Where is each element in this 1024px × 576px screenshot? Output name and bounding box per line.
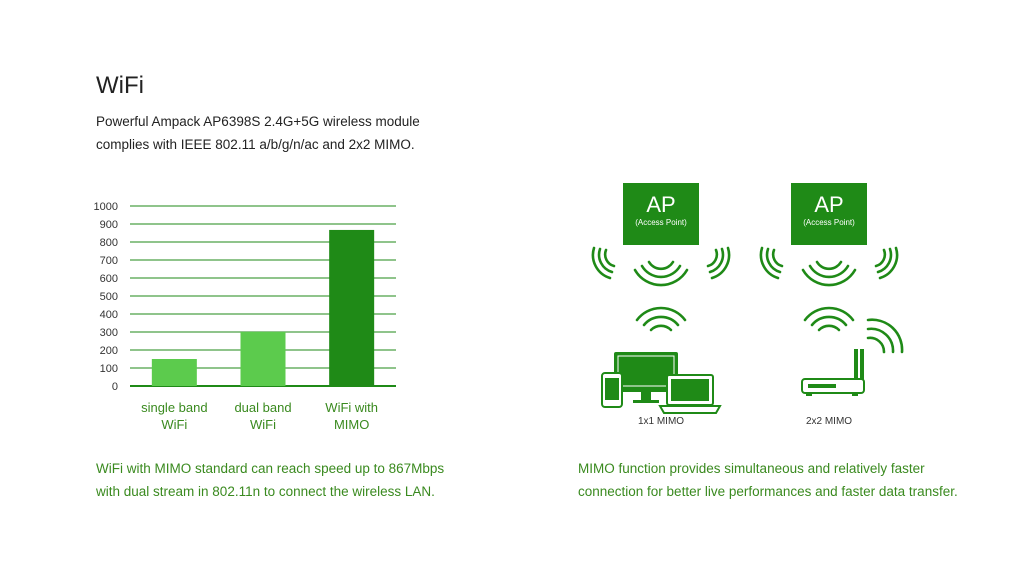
wifi-signal-icon: [591, 246, 731, 287]
y-tick-label: 300: [100, 327, 118, 339]
caption-2x2-mimo: 2x2 MIMO: [805, 416, 853, 427]
ap-label: AP: [814, 192, 844, 217]
y-tick-label: 600: [100, 273, 118, 285]
page-title: WiFi: [96, 72, 144, 99]
x-tick-label: MIMO: [334, 417, 369, 432]
y-tick-label: 1000: [94, 201, 118, 213]
y-tick-label: 900: [100, 219, 118, 231]
speed-bar-chart: 0 100 200 300 400 500 600 700 800 900 1000 single b…: [94, 201, 396, 432]
y-tick-label: 100: [100, 363, 118, 375]
monitor-icon: [614, 352, 678, 403]
caption-1x1-mimo: 1x1 MIMO: [637, 416, 685, 427]
intro-line: Powerful Ampack AP6398S 2.4G+5G wireless…: [96, 114, 420, 129]
x-tick-label: WiFi: [250, 417, 276, 432]
ap-label: AP: [646, 192, 676, 217]
wifi-signal-icon: [635, 306, 687, 332]
bar: [151, 359, 197, 386]
intro-line: complies with IEEE 802.11 a/b/g/n/ac and…: [96, 137, 415, 152]
x-tick-label: dual band: [234, 400, 291, 415]
y-tick-label: 500: [100, 291, 118, 303]
x-tick-label: WiFi: [161, 417, 187, 432]
mimo-speed-note: WiFi with MIMO standard can reach speed …: [96, 457, 444, 503]
access-point-box: AP (Access Point): [623, 183, 699, 245]
y-tick-label: 200: [100, 345, 118, 357]
x-tick-label: single band: [141, 400, 208, 415]
wifi-signal-icon: [803, 306, 904, 354]
ap-sublabel: (Access Point): [635, 218, 687, 227]
y-tick-label: 700: [100, 255, 118, 267]
mimo-function-note: MIMO function provides simultaneous and …: [578, 457, 958, 503]
router-icon: [801, 349, 865, 396]
note-line: with dual stream in 802.11n to connect t…: [96, 484, 435, 499]
note-line: WiFi with MIMO standard can reach speed …: [96, 461, 445, 476]
bar: [240, 332, 286, 386]
laptop-icon: [658, 374, 722, 414]
intro-text: Powerful Ampack AP6398S 2.4G+5G wireless…: [96, 110, 420, 156]
y-tick-label: 0: [112, 381, 118, 393]
ap-sublabel: (Access Point): [803, 218, 855, 227]
note-line: connection for better live performances …: [578, 484, 958, 499]
note-line: MIMO function provides simultaneous and …: [578, 461, 925, 476]
y-tick-label: 400: [100, 309, 118, 321]
y-tick-label: 800: [100, 237, 118, 249]
access-point-box: AP (Access Point): [791, 183, 867, 245]
phone-icon: [601, 372, 623, 408]
wifi-signal-icon: [759, 246, 899, 287]
x-tick-label: WiFi with: [325, 400, 378, 415]
bar: [329, 229, 375, 386]
